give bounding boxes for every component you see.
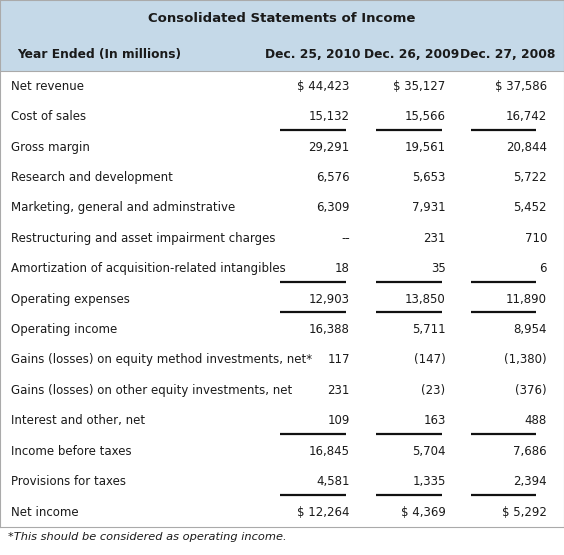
- Text: Dec. 25, 2010: Dec. 25, 2010: [265, 48, 361, 61]
- Text: 5,704: 5,704: [412, 445, 446, 458]
- Text: 488: 488: [525, 414, 547, 427]
- Text: Net income: Net income: [11, 506, 79, 518]
- Bar: [0, 132, 564, 162]
- Text: Net revenue: Net revenue: [11, 80, 84, 93]
- Text: 163: 163: [423, 414, 446, 427]
- Text: Interest and other, net: Interest and other, net: [11, 414, 146, 427]
- Text: (1,380): (1,380): [504, 354, 547, 366]
- Text: Year Ended (In millions): Year Ended (In millions): [17, 48, 181, 61]
- Text: Consolidated Statements of Income: Consolidated Statements of Income: [148, 12, 416, 26]
- Bar: [0, 193, 564, 223]
- Bar: [0, 223, 564, 254]
- Text: 5,452: 5,452: [514, 201, 547, 214]
- Text: 35: 35: [431, 262, 446, 275]
- Text: Gains (losses) on other equity investments, net: Gains (losses) on other equity investmen…: [11, 384, 293, 397]
- Bar: [0, 466, 564, 497]
- Text: 8,954: 8,954: [514, 323, 547, 336]
- Text: 5,653: 5,653: [412, 171, 446, 184]
- Text: Marketing, general and adminstrative: Marketing, general and adminstrative: [11, 201, 236, 214]
- Text: *This should be considered as operating income.: *This should be considered as operating …: [8, 532, 287, 542]
- Text: Dec. 27, 2008: Dec. 27, 2008: [460, 48, 556, 61]
- Text: Income before taxes: Income before taxes: [11, 445, 132, 458]
- Text: 15,132: 15,132: [309, 110, 350, 123]
- Text: 18: 18: [335, 262, 350, 275]
- Text: 12,903: 12,903: [309, 292, 350, 306]
- Text: (23): (23): [421, 384, 446, 397]
- Text: Research and development: Research and development: [11, 171, 173, 184]
- Text: 5,711: 5,711: [412, 323, 446, 336]
- Text: $ 12,264: $ 12,264: [297, 506, 350, 518]
- Text: Gains (losses) on equity method investments, net*: Gains (losses) on equity method investme…: [11, 354, 312, 366]
- Text: 7,686: 7,686: [513, 445, 547, 458]
- Text: 710: 710: [525, 232, 547, 245]
- Text: $ 35,127: $ 35,127: [393, 80, 446, 93]
- Text: Operating expenses: Operating expenses: [11, 292, 130, 306]
- Text: 16,845: 16,845: [309, 445, 350, 458]
- Text: 29,291: 29,291: [309, 140, 350, 154]
- Bar: [0, 71, 564, 102]
- Bar: [0, 102, 564, 132]
- Text: 16,388: 16,388: [309, 323, 350, 336]
- Text: 1,335: 1,335: [412, 475, 446, 488]
- Bar: [0, 162, 564, 193]
- Bar: [0, 497, 564, 527]
- Text: 7,931: 7,931: [412, 201, 446, 214]
- Text: 6: 6: [540, 262, 547, 275]
- Text: 19,561: 19,561: [404, 140, 446, 154]
- Text: 231: 231: [423, 232, 446, 245]
- Text: 15,566: 15,566: [404, 110, 446, 123]
- Bar: [0, 254, 564, 284]
- Bar: [0, 406, 564, 436]
- Bar: [0, 375, 564, 406]
- Text: (147): (147): [414, 354, 446, 366]
- Text: 117: 117: [327, 354, 350, 366]
- Text: Operating income: Operating income: [11, 323, 117, 336]
- Text: 20,844: 20,844: [506, 140, 547, 154]
- Bar: [0, 345, 564, 375]
- Text: Dec. 26, 2009: Dec. 26, 2009: [364, 48, 459, 61]
- Text: $ 4,369: $ 4,369: [400, 506, 446, 518]
- Text: $ 44,423: $ 44,423: [297, 80, 350, 93]
- Bar: [0, 284, 564, 314]
- Text: (376): (376): [515, 384, 547, 397]
- Text: 2,394: 2,394: [513, 475, 547, 488]
- Text: 231: 231: [327, 384, 350, 397]
- Text: 109: 109: [327, 414, 350, 427]
- Bar: [0, 314, 564, 345]
- Text: $ 37,586: $ 37,586: [495, 80, 547, 93]
- Text: --: --: [341, 232, 350, 245]
- Text: 13,850: 13,850: [405, 292, 446, 306]
- Text: 4,581: 4,581: [316, 475, 350, 488]
- Bar: [0, 0, 564, 38]
- Text: 6,309: 6,309: [316, 201, 350, 214]
- Text: 6,576: 6,576: [316, 171, 350, 184]
- Text: Provisions for taxes: Provisions for taxes: [11, 475, 126, 488]
- Bar: [0, 436, 564, 466]
- Text: Cost of sales: Cost of sales: [11, 110, 86, 123]
- Text: Restructuring and asset impairment charges: Restructuring and asset impairment charg…: [11, 232, 276, 245]
- Bar: [0, 38, 564, 71]
- Text: 5,722: 5,722: [513, 171, 547, 184]
- Text: Gross margin: Gross margin: [11, 140, 90, 154]
- Text: 16,742: 16,742: [506, 110, 547, 123]
- Text: 11,890: 11,890: [506, 292, 547, 306]
- Text: Amortization of acquisition-related intangibles: Amortization of acquisition-related inta…: [11, 262, 286, 275]
- Text: $ 5,292: $ 5,292: [502, 506, 547, 518]
